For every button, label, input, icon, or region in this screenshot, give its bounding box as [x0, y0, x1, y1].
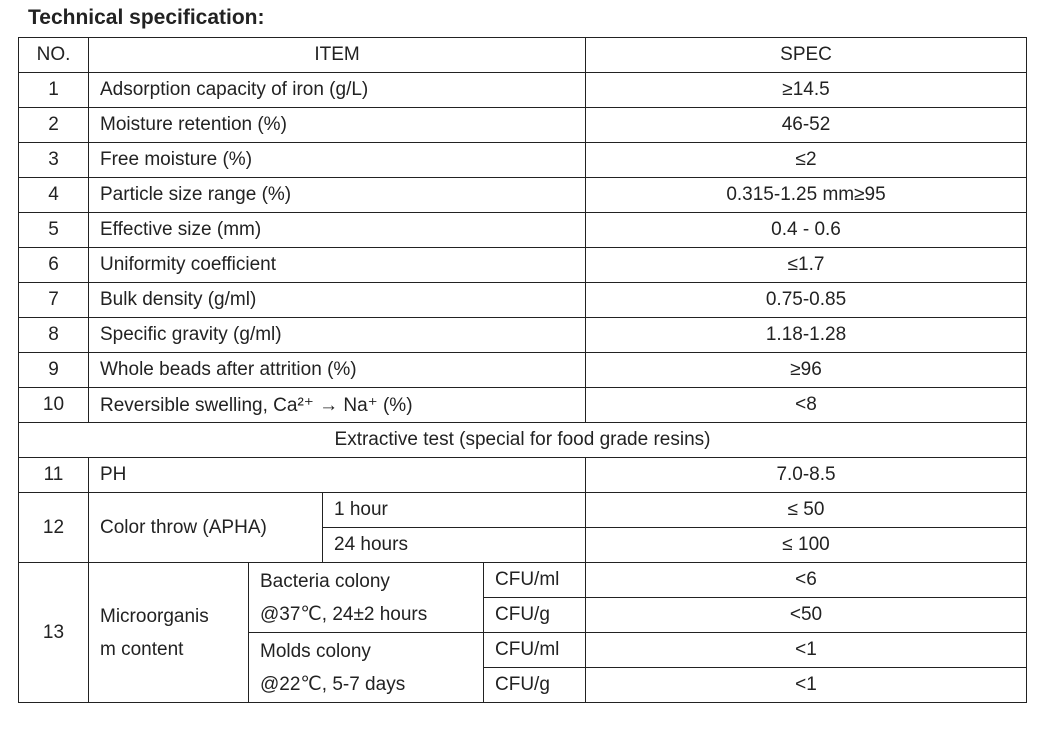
- row-no: 1: [18, 72, 89, 108]
- row-spec: 0.75-0.85: [585, 282, 1028, 318]
- row-item: PH: [87, 457, 587, 493]
- row-no: 3: [18, 142, 89, 178]
- row-item: Specific gravity (g/ml): [87, 317, 587, 353]
- unit: CFU/g: [482, 597, 587, 633]
- table-row: Molds colony @22℃, 5-7 days CFU/ml <1: [19, 632, 1028, 703]
- condition: 1 hour: [321, 492, 587, 528]
- table-row: 11 PH 7.0-8.5: [18, 457, 1028, 493]
- table-row: 8 Specific gravity (g/ml) 1.18-1.28: [18, 317, 1028, 353]
- table-row: 9 Whole beads after attrition (%) ≥96: [18, 352, 1028, 388]
- table-row: 2 Moisture retention (%) 46-52: [18, 107, 1028, 143]
- table-row: CFU/g <1: [19, 667, 1028, 703]
- table-row: 6 Uniformity coefficient ≤1.7: [18, 247, 1028, 283]
- row-no: 12: [18, 492, 89, 563]
- row-item-line: m content: [100, 638, 184, 660]
- row-item: Reversible swelling, Ca²⁺ → Na⁺ (%): [87, 387, 587, 423]
- row-item: Effective size (mm): [87, 212, 587, 248]
- group-name-line: @22℃, 5-7 days: [260, 673, 406, 695]
- row-item: Moisture retention (%): [87, 107, 587, 143]
- table-row: 12 Color throw (APHA) 1 hour ≤ 50: [18, 492, 1028, 563]
- title: Technical specification:: [28, 6, 265, 29]
- row-spec: ≤ 100: [585, 527, 1028, 563]
- row-spec: ≤2: [585, 142, 1028, 178]
- row-spec: 1.18-1.28: [585, 317, 1028, 353]
- row-item: Bulk density (g/ml): [87, 282, 587, 318]
- row-spec: <6: [585, 562, 1028, 598]
- row-spec: <1: [585, 632, 1028, 668]
- header-item: ITEM: [87, 37, 587, 73]
- unit: CFU/ml: [482, 562, 587, 598]
- table-row: Extractive test (special for food grade …: [17, 422, 1028, 458]
- row-no: 13: [18, 562, 89, 703]
- row-spec: <8: [585, 387, 1028, 423]
- row-spec: <1: [585, 667, 1028, 703]
- header-spec: SPEC: [585, 37, 1028, 73]
- group-name: Molds colony @22℃, 5-7 days: [248, 632, 484, 703]
- row-spec: ≤ 50: [585, 492, 1028, 528]
- condition: 24 hours: [321, 527, 587, 563]
- table-row: 10 Reversible swelling, Ca²⁺ → Na⁺ (%) <8: [18, 387, 1028, 423]
- row-spec: ≤1.7: [585, 247, 1028, 283]
- row-no: 2: [18, 107, 89, 143]
- row-item: Particle size range (%): [87, 177, 587, 213]
- header-no: NO.: [18, 37, 89, 73]
- row-item: Color throw (APHA): [88, 492, 323, 563]
- table-row: 7 Bulk density (g/ml) 0.75-0.85: [18, 282, 1028, 318]
- row-spec: <50: [585, 597, 1028, 633]
- spec-table: NO. ITEM SPEC 1 Adsorption capacity of iron …: [17, 37, 1028, 703]
- row-spec: 0.315-1.25 mm≥95: [585, 177, 1028, 213]
- row-no: 7: [18, 282, 89, 318]
- row-no: 11: [18, 457, 89, 493]
- row-item: Free moisture (%): [87, 142, 587, 178]
- row-item-line: Microorganis: [100, 605, 209, 627]
- group-name-line: Molds colony: [260, 640, 371, 662]
- table-row: NO. ITEM SPEC: [18, 37, 1028, 73]
- unit: CFU/g: [482, 667, 587, 703]
- row-item: Uniformity coefficient: [87, 247, 587, 283]
- table-row: 13 Microorganis m content Bacteria colony @3…: [18, 562, 1028, 703]
- row-no: 6: [18, 247, 89, 283]
- row-no: 9: [18, 352, 89, 388]
- row-spec: ≥14.5: [585, 72, 1028, 108]
- row-no: 8: [18, 317, 89, 353]
- row-item: Adsorption capacity of iron (g/L): [87, 72, 587, 108]
- row-no: 5: [18, 212, 89, 248]
- table-body: NO. ITEM SPEC 1 Adsorption capacity of iron …: [17, 37, 1028, 703]
- row-item: Whole beads after attrition (%): [87, 352, 587, 388]
- group-name: Bacteria colony @37℃, 24±2 hours: [248, 562, 484, 633]
- row-spec: 7.0-8.5: [585, 457, 1028, 493]
- section-title: Extractive test (special for food grade …: [17, 422, 1028, 458]
- row-spec: 46-52: [585, 107, 1028, 143]
- table-row: CFU/g <50: [19, 597, 1028, 633]
- row-no: 10: [18, 387, 89, 423]
- table-row: 5 Effective size (mm) 0.4 - 0.6: [18, 212, 1028, 248]
- row-no: 4: [18, 177, 89, 213]
- group-name-line: @37℃, 24±2 hours: [260, 603, 428, 625]
- table-row: 1 Adsorption capacity of iron (g/L) ≥14.5: [18, 72, 1028, 108]
- row-spec: 0.4 - 0.6: [585, 212, 1028, 248]
- row-item: Microorganis m content: [88, 562, 249, 703]
- group-name-line: Bacteria colony: [260, 570, 390, 592]
- unit: CFU/ml: [482, 632, 587, 668]
- row-spec: ≥96: [585, 352, 1028, 388]
- table-row: 4 Particle size range (%) 0.315-1.25 mm≥95: [18, 177, 1028, 213]
- table-row: 3 Free moisture (%) ≤2: [18, 142, 1028, 178]
- table-row: 24 hours ≤ 100: [19, 527, 1028, 563]
